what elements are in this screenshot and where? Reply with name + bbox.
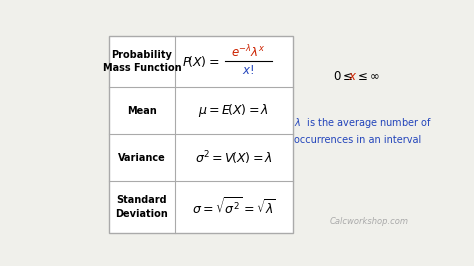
Text: $\mu = E\!\left(X\right) = \lambda$: $\mu = E\!\left(X\right) = \lambda$ xyxy=(198,102,269,119)
Text: $e^{-\lambda}\lambda^{x}$: $e^{-\lambda}\lambda^{x}$ xyxy=(231,44,266,61)
Text: Standard
Deviation: Standard Deviation xyxy=(116,196,168,219)
Text: $x!$: $x!$ xyxy=(242,64,255,77)
Text: $\sigma^2 = V\!\left(X\right) = \lambda$: $\sigma^2 = V\!\left(X\right) = \lambda$ xyxy=(195,149,273,167)
Text: Probability
Mass Function: Probability Mass Function xyxy=(102,50,181,73)
Text: $ \leq \infty$: $ \leq \infty$ xyxy=(355,70,380,84)
Text: $\lambda$  is the average number of
occurrences in an interval: $\lambda$ is the average number of occur… xyxy=(294,116,432,145)
Text: Variance: Variance xyxy=(118,153,166,163)
Bar xyxy=(109,36,292,233)
Text: Calcworkshop.com: Calcworkshop.com xyxy=(329,218,408,227)
Text: $x$: $x$ xyxy=(348,70,358,84)
Text: Mean: Mean xyxy=(127,106,157,116)
Text: $0 \leq $: $0 \leq $ xyxy=(333,70,353,84)
Text: $P\!\left(X\right)=$: $P\!\left(X\right)=$ xyxy=(182,54,219,69)
Text: $\sigma = \sqrt{\sigma^2} = \sqrt{\lambda}$: $\sigma = \sqrt{\sigma^2} = \sqrt{\lambd… xyxy=(192,196,276,218)
